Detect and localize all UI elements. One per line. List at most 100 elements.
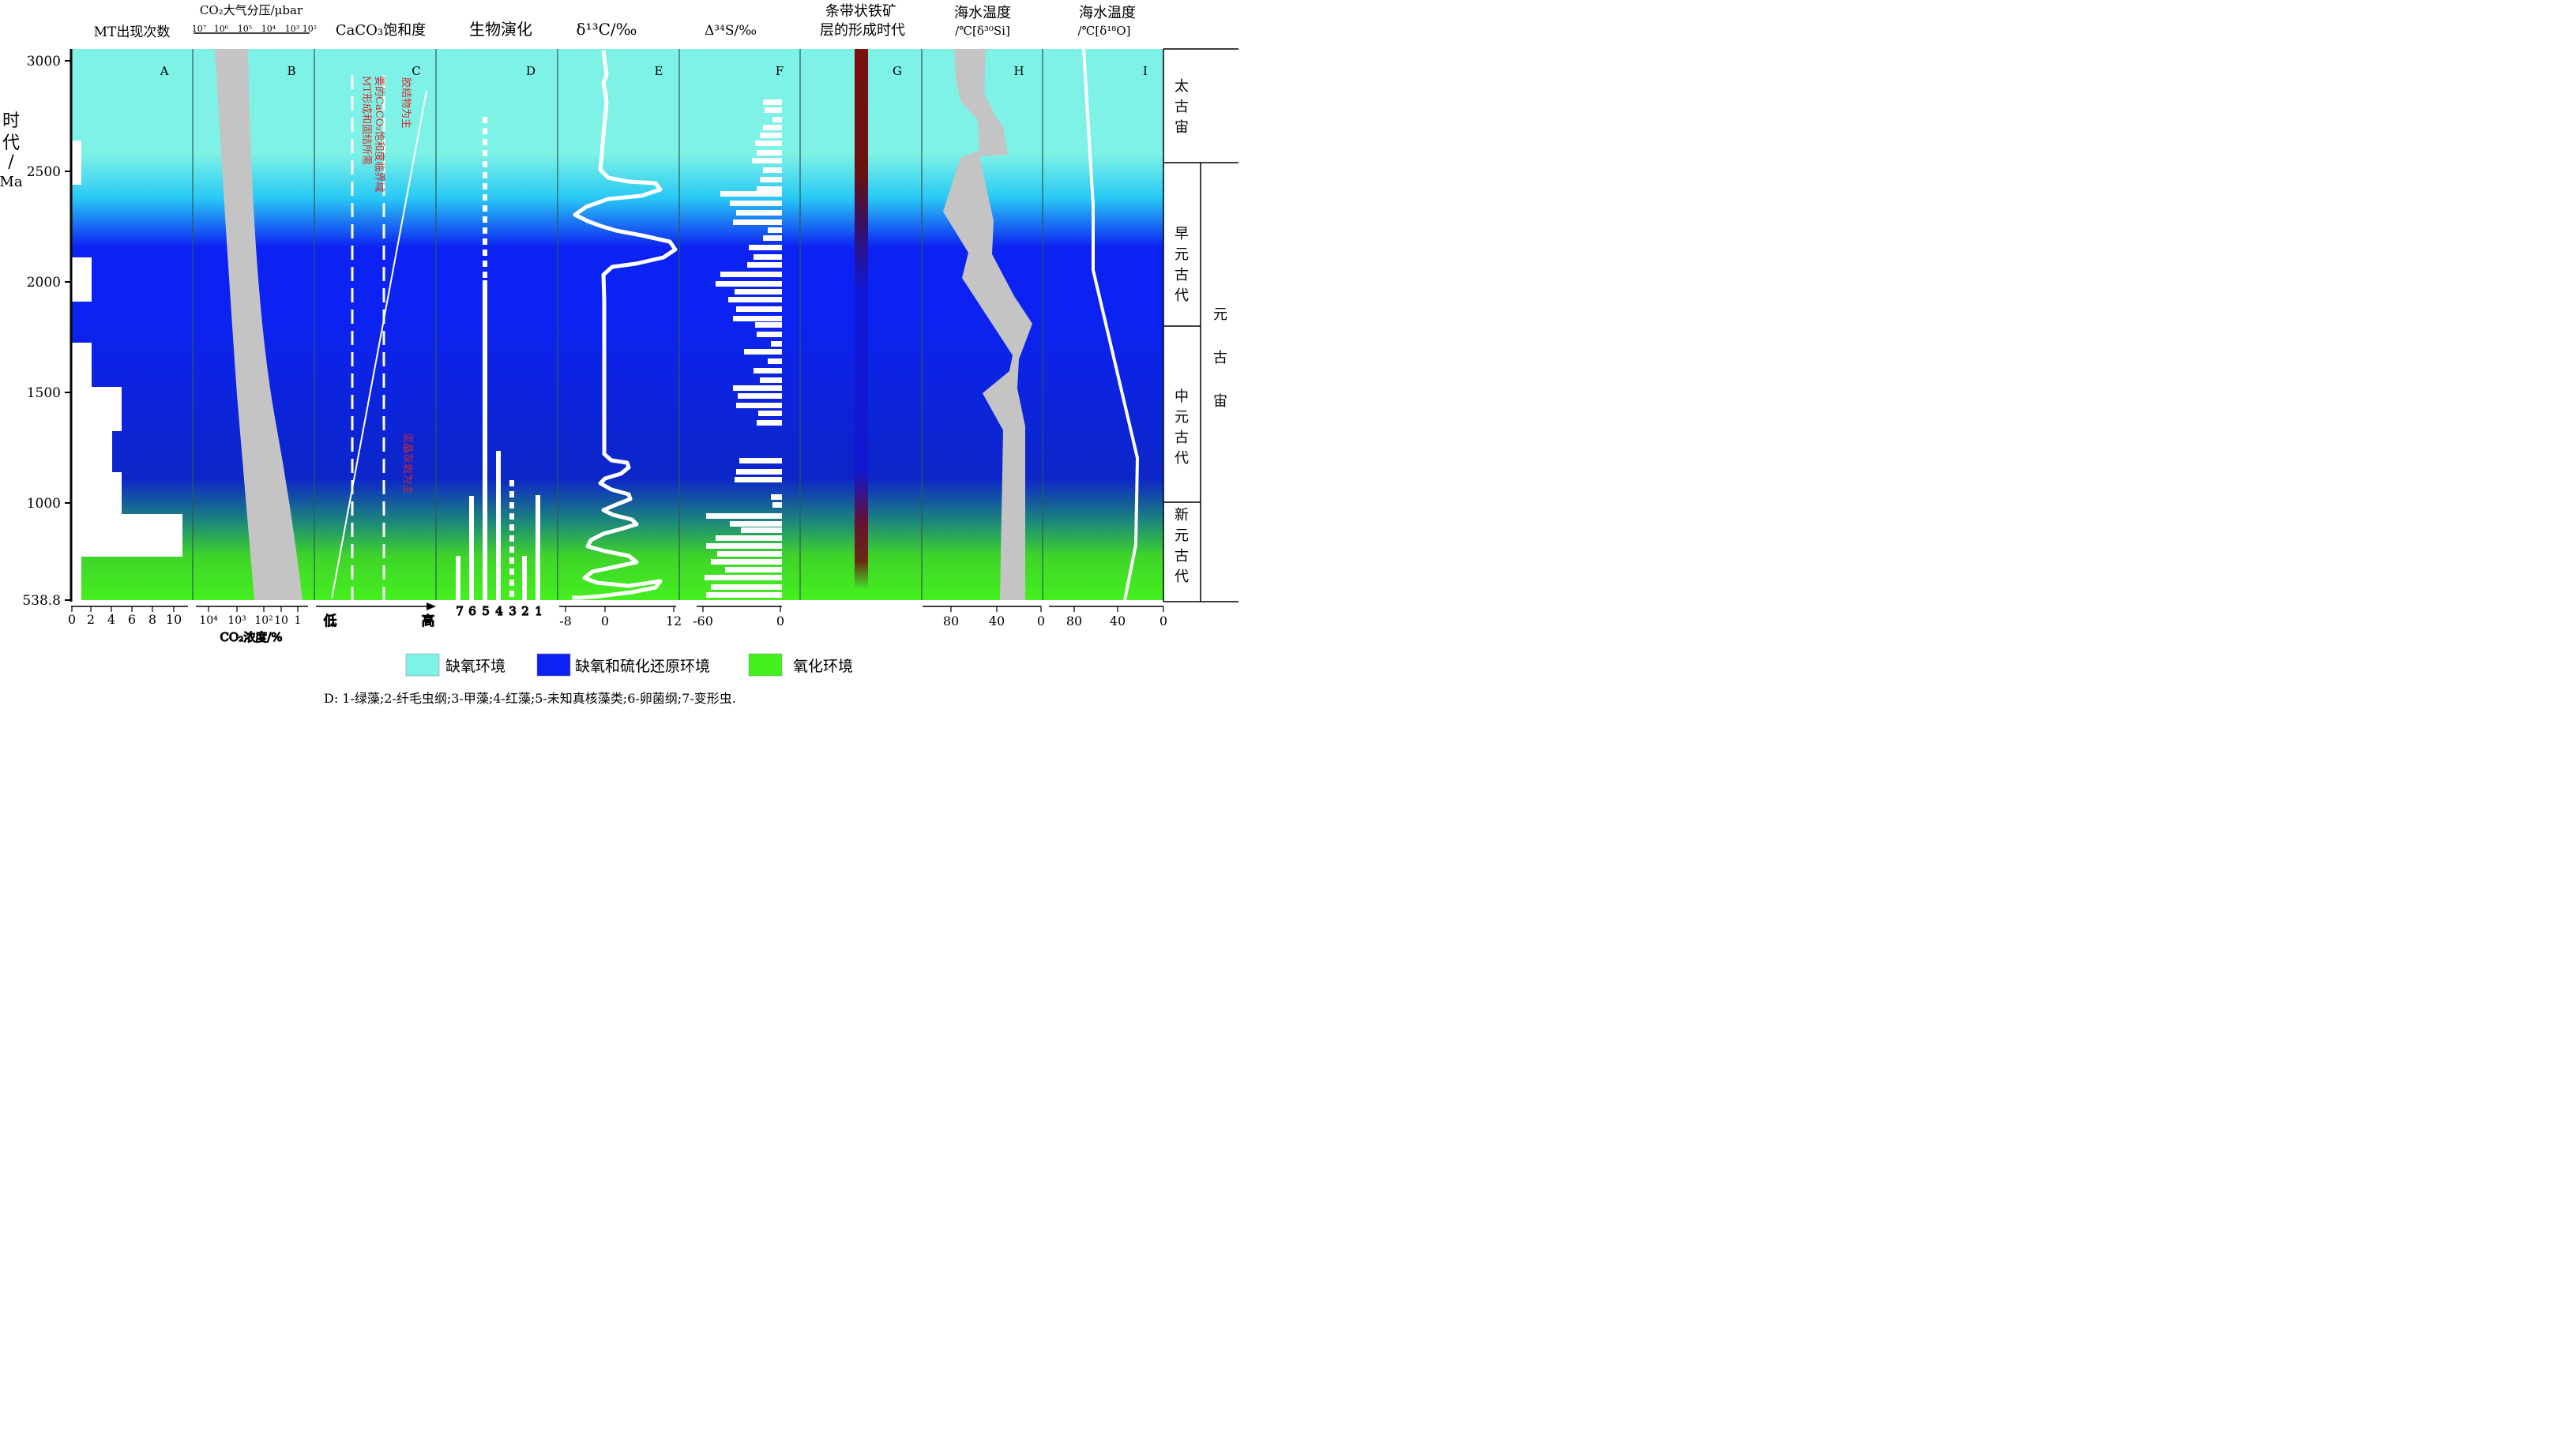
bottom-tick-label: 10 bbox=[274, 614, 288, 627]
header-a: MT出现次数 bbox=[94, 24, 171, 40]
d34s-bar bbox=[760, 133, 782, 138]
d34s-bar bbox=[736, 403, 782, 408]
eon-label: 古 bbox=[1213, 350, 1227, 366]
era-label: 代 bbox=[1175, 569, 1189, 585]
b-top-tick-label: 10⁷ bbox=[192, 24, 207, 34]
c-axis-low: 低 bbox=[324, 614, 337, 629]
d34s-bar bbox=[754, 254, 782, 260]
bottom-tick-label: 12 bbox=[666, 614, 682, 629]
d34s-bar bbox=[757, 420, 782, 426]
d34s-bar bbox=[730, 201, 782, 206]
d34s-bar bbox=[711, 584, 782, 590]
bottom-tick-label: 2 bbox=[87, 612, 95, 627]
d34s-bar bbox=[772, 117, 782, 122]
panel-separators bbox=[192, 49, 1043, 600]
eon-label: 宙 bbox=[1213, 393, 1227, 410]
panel-h-temp-band bbox=[943, 49, 1032, 600]
d34s-bar bbox=[735, 477, 782, 482]
d34s-bar bbox=[735, 289, 782, 295]
saturation-trend-line bbox=[331, 90, 427, 599]
age-tick-label: 3000 bbox=[27, 54, 61, 69]
bottom-tick-label: 0 bbox=[1159, 614, 1167, 629]
header-i1: 海水温度 bbox=[1079, 5, 1136, 21]
d34s-bar bbox=[717, 551, 782, 557]
d34s-bar bbox=[755, 141, 782, 146]
bottom-tick-label: 0 bbox=[601, 614, 609, 629]
c-axis-arrow bbox=[316, 602, 436, 610]
panel-f-d34s-bars bbox=[705, 99, 782, 598]
bottom-tick-label: 4 bbox=[107, 612, 115, 627]
header-i2: /℃[δ¹⁸O] bbox=[1078, 24, 1131, 38]
panel-letter-g: G bbox=[893, 64, 902, 78]
panel-g-bif-strip bbox=[855, 49, 868, 588]
header-d: 生物演化 bbox=[469, 20, 532, 39]
header-e: δ¹³C/‰ bbox=[577, 20, 637, 39]
d34s-bar bbox=[728, 297, 782, 302]
d34s-bar bbox=[772, 502, 782, 508]
panel-d-bio-ranges bbox=[456, 117, 540, 600]
age-axis-title-char: 时 bbox=[2, 111, 20, 131]
header-g2: 层的形成时代 bbox=[820, 22, 905, 39]
d34s-bar bbox=[733, 220, 782, 225]
d34s-bar bbox=[768, 358, 782, 364]
bottom-tick-label: 80 bbox=[1066, 614, 1082, 629]
bottom-tick-label: 6 bbox=[128, 612, 136, 627]
bottom-tick-label: 1 bbox=[295, 614, 302, 627]
d34s-bar bbox=[749, 245, 782, 250]
d34s-bar bbox=[768, 227, 782, 233]
header-g1: 条带状铁矿 bbox=[825, 3, 896, 20]
d34s-bar bbox=[744, 349, 782, 355]
age-tick-label: 2500 bbox=[27, 164, 61, 180]
bottom-tick-label: 8 bbox=[148, 612, 156, 627]
d34s-bar bbox=[763, 99, 782, 105]
panel-letter-c: C bbox=[412, 64, 420, 78]
header-f: Δ³⁴S/‰ bbox=[705, 23, 757, 39]
header-h1: 海水温度 bbox=[954, 5, 1011, 21]
age-tick-label: 1500 bbox=[27, 385, 61, 401]
d34s-bar bbox=[736, 469, 782, 475]
d34s-bar bbox=[725, 567, 782, 572]
c-axis-high: 高 bbox=[422, 614, 435, 629]
era-label: 中 bbox=[1175, 388, 1189, 405]
legend-swatch bbox=[405, 653, 440, 677]
d34s-bar bbox=[736, 306, 782, 312]
legend-label: 缺氧和硫化还原环境 bbox=[575, 658, 710, 675]
age-axis-title-char: 代 bbox=[2, 133, 20, 153]
d34s-bar bbox=[736, 210, 782, 216]
legend: 缺氧环境 缺氧和硫化还原环境 氧化环境 bbox=[405, 653, 853, 677]
panel-c-saturation bbox=[331, 75, 427, 600]
bottom-tick-label: 40 bbox=[1110, 614, 1126, 629]
d34s-bar bbox=[716, 281, 782, 287]
bottom-tick-label: 0 bbox=[68, 612, 76, 627]
annotation-critical-line2: 要的CaCO₃饱和度临界域 bbox=[373, 76, 385, 193]
d34s-bar bbox=[758, 411, 782, 416]
era-label: 太 bbox=[1175, 78, 1189, 95]
d34s-bar bbox=[720, 272, 782, 277]
era-label: 古 bbox=[1175, 430, 1189, 446]
d34s-bar bbox=[765, 107, 782, 113]
d-species-number: 6 bbox=[468, 604, 476, 618]
d34s-bar bbox=[754, 368, 782, 373]
age-axis-title-char: / bbox=[8, 152, 14, 172]
era-label: 古 bbox=[1175, 548, 1189, 565]
panel-e-d13c-curve bbox=[572, 50, 678, 600]
d34s-bar bbox=[706, 543, 782, 549]
bottom-tick-label: 10 bbox=[166, 612, 182, 627]
annotation-critical-line1: MT形成和固结所需 bbox=[360, 76, 372, 165]
panel-a-mt-bars bbox=[71, 141, 182, 600]
d34s-bar bbox=[738, 393, 782, 399]
bottom-tick-label: 0 bbox=[776, 614, 784, 629]
bottom-tick-label: 40 bbox=[989, 614, 1005, 629]
d34s-bar bbox=[706, 592, 782, 598]
panel-letter-f: F bbox=[776, 64, 784, 78]
legend-swatch bbox=[536, 653, 571, 677]
legend-label: 氧化环境 bbox=[793, 658, 853, 675]
era-label: 元 bbox=[1175, 527, 1189, 544]
era-label: 新 bbox=[1175, 507, 1189, 523]
era-label: 元 bbox=[1175, 246, 1189, 263]
panel-letter-h: H bbox=[1013, 64, 1024, 78]
header-c: CaCO₃饱和度 bbox=[336, 22, 426, 39]
d34s-bar bbox=[760, 177, 782, 182]
era-label: 宙 bbox=[1175, 119, 1189, 136]
